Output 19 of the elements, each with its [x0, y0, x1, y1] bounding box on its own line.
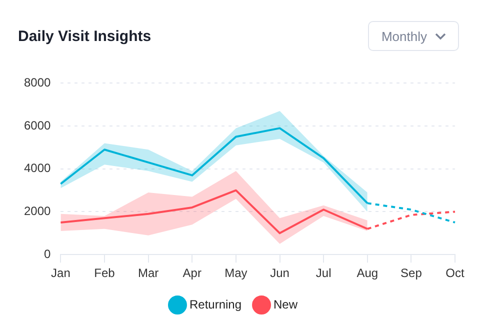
y-tick-label: 6000: [24, 118, 52, 132]
y-tick-label: 4000: [24, 161, 52, 176]
x-tick-label: Sep: [400, 266, 422, 280]
x-tick-label: Aug: [356, 266, 378, 280]
x-tick-label: Oct: [446, 266, 465, 280]
chart-title: Daily Visit Insights: [18, 28, 152, 45]
x-tick-label: Apr: [182, 266, 202, 280]
y-tick-label: 2000: [24, 204, 52, 218]
x-tick-label: Mar: [138, 266, 159, 280]
text: Monthly: [381, 28, 427, 44]
legend-label: Returning: [189, 297, 242, 312]
x-tick-label: Jul: [316, 266, 332, 280]
x-tick-label: Jan: [51, 266, 70, 280]
y-tick-label: 0: [44, 246, 52, 261]
x-tick-label: Jun: [270, 266, 290, 280]
y-tick-label: 8000: [24, 76, 52, 90]
x-tick-label: May: [224, 266, 248, 280]
legend-label: New: [274, 297, 298, 312]
x-tick-label: Feb: [94, 266, 116, 280]
